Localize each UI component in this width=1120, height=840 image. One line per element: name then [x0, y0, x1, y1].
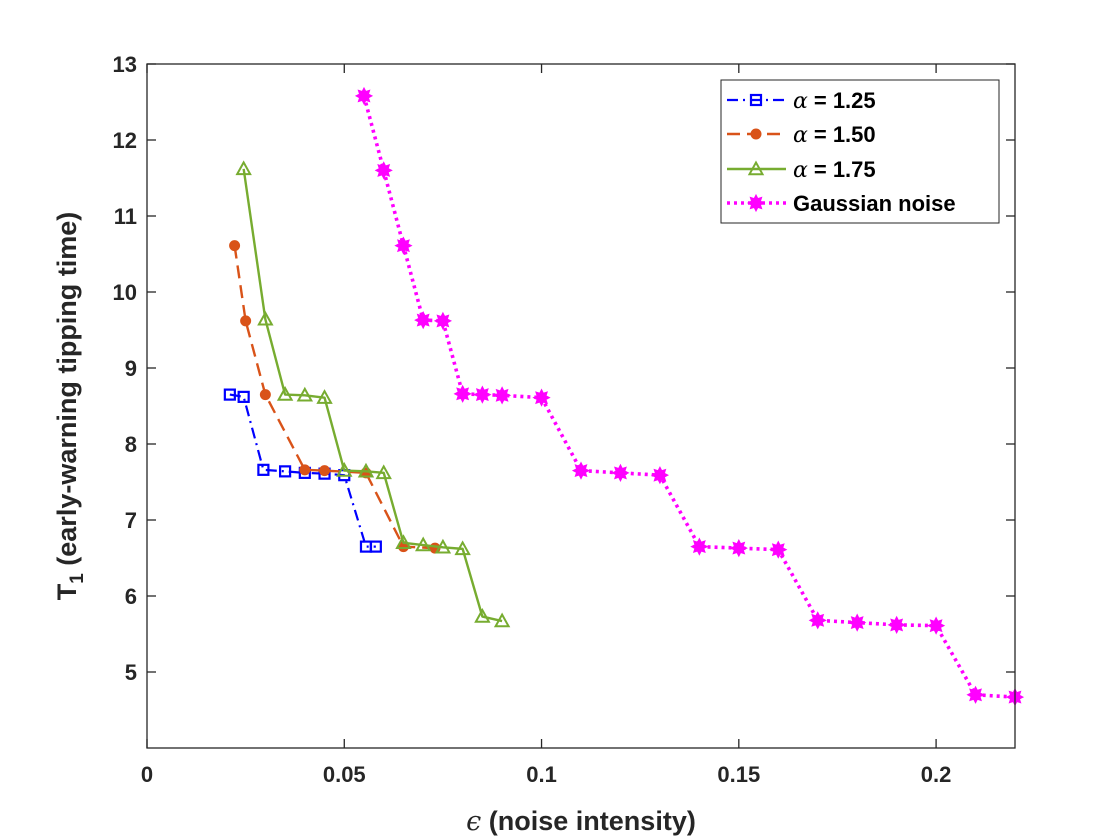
axes-box	[146, 63, 1016, 749]
y-tick-label: 13	[113, 52, 137, 77]
series-4-point	[453, 384, 472, 403]
series-3-point	[474, 607, 491, 623]
legend-swatch-marker-3	[747, 160, 765, 176]
legend-entry-3: α = 1.75	[793, 157, 876, 183]
legend-swatch-marker-1	[749, 93, 763, 107]
y-tick-label: 10	[113, 280, 137, 305]
x-tick-label: 0.2	[921, 762, 952, 787]
series-4-point	[966, 685, 985, 704]
series-3-point	[257, 310, 274, 326]
y-axis-label-subscript: 1	[67, 573, 88, 584]
series-1-point	[257, 463, 270, 476]
series-4-point	[354, 86, 374, 106]
series-4-point	[926, 616, 946, 635]
x-axis-label-symbol: ϵ	[466, 806, 481, 837]
series-4-point	[374, 161, 393, 180]
series-3-point	[414, 536, 432, 552]
x-tick-label: 0.1	[526, 762, 557, 787]
series-4-point	[394, 236, 413, 255]
series-3	[235, 160, 511, 628]
legend-entry-1: α = 1.25	[793, 88, 876, 114]
series-2-point	[240, 315, 252, 327]
series-4-point	[650, 466, 670, 485]
series-4-point	[571, 461, 591, 480]
legend-entry-2: α = 1.50	[793, 122, 876, 148]
series-2-line	[233, 245, 436, 550]
series-3-point	[434, 538, 452, 554]
y-tick-label: 11	[114, 204, 137, 229]
series-layer	[223, 86, 1025, 707]
tick-labels: 0 0.05 0.1 0.15 0.2 5 6 7 8 9 10 11 12 13	[113, 52, 952, 787]
legend-entry-1-text: = 1.25	[814, 88, 876, 113]
y-axis-label: T1 (early-warning tipping time)	[52, 212, 88, 601]
series-2-point	[299, 464, 311, 476]
series-1-point	[237, 390, 250, 403]
y-tick-label: 12	[113, 128, 137, 153]
x-axis-label-text: (noise intensity)	[481, 806, 696, 836]
series-4-point	[532, 388, 551, 407]
legend-entry-3-symbol: α	[793, 158, 808, 183]
y-tick-label: 7	[125, 508, 137, 533]
y-axis-label-text: (early-warning tipping time)	[52, 212, 82, 574]
series-4-point	[492, 386, 512, 405]
legend-entry-3-text: = 1.75	[814, 157, 876, 182]
series-2	[229, 240, 441, 554]
y-axis-label-main: T	[52, 583, 82, 600]
series-4-point	[473, 385, 492, 404]
series-4-point	[887, 615, 906, 634]
series-4-point	[611, 463, 630, 482]
axes	[146, 63, 1016, 749]
legend-box	[720, 79, 1000, 224]
series-4	[354, 86, 1025, 707]
series-2-point	[229, 240, 241, 252]
legend-swatch-marker-2	[750, 128, 762, 140]
series-3-point	[336, 462, 353, 477]
legend-swatches	[727, 93, 786, 213]
series-4-point	[848, 613, 867, 632]
legend-entry-1-symbol: α	[793, 89, 808, 114]
series-4-point	[433, 311, 453, 330]
legend-entry-4: Gaussian noise	[793, 191, 956, 216]
legend-entry-2-symbol: α	[793, 123, 808, 148]
series-3-point	[493, 612, 511, 628]
y-tick-label: 9	[125, 356, 137, 381]
legend: α = 1.25 α = 1.50 α = 1.75 Gaussian noise	[720, 79, 1000, 224]
series-4-point	[729, 539, 748, 558]
series-4-point	[690, 537, 709, 556]
y-tick-label: 5	[125, 660, 137, 685]
series-3-point	[375, 464, 392, 480]
series-1-point	[278, 465, 292, 478]
series-3-point	[454, 540, 471, 556]
x-tick-label: 0.05	[323, 762, 366, 787]
series-1-point	[369, 540, 382, 553]
y-tick-label: 8	[125, 432, 137, 457]
series-3-point	[276, 386, 294, 401]
series-1-point	[223, 388, 236, 401]
series-3-point	[296, 386, 314, 402]
series-3-point	[357, 462, 375, 478]
legend-entry-2-text: = 1.50	[814, 122, 876, 147]
x-axis-label: ϵ (noise intensity)	[466, 806, 696, 837]
series-4-point	[808, 611, 827, 630]
legend-entry-4-text: Gaussian noise	[793, 191, 956, 216]
series-4-point	[769, 540, 788, 559]
series-2-point	[319, 465, 331, 477]
series-3-point	[395, 534, 412, 549]
series-3-point	[235, 160, 252, 176]
x-tick-label: 0.15	[717, 762, 760, 787]
y-tick-label: 6	[125, 584, 137, 609]
legend-swatch-marker-4	[746, 193, 766, 213]
series-2-point	[259, 389, 271, 401]
x-tick-label: 0	[141, 762, 153, 787]
series-3-point	[316, 389, 333, 404]
series-4-point	[414, 311, 433, 330]
